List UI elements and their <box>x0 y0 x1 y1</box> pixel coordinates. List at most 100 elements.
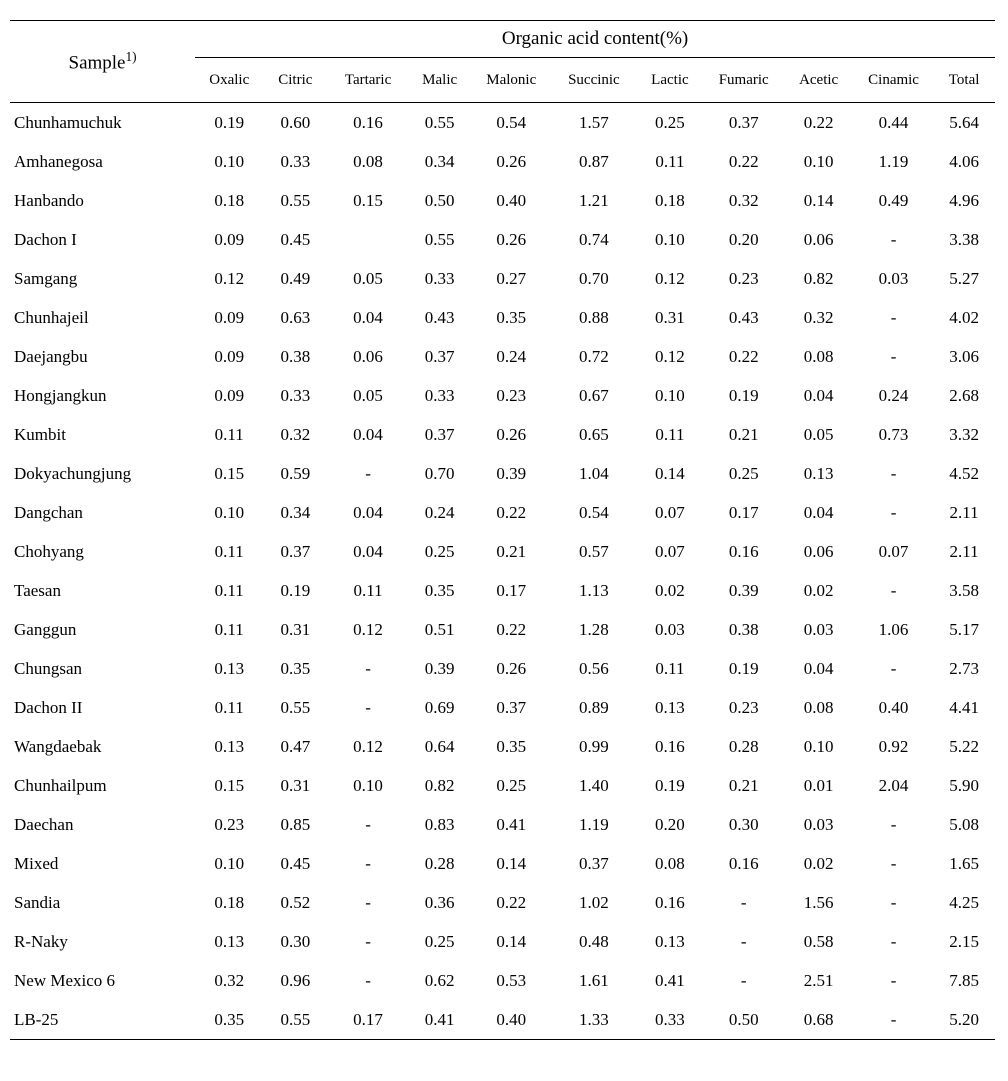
row-sample-name: Daechan <box>10 805 195 844</box>
cell-value: 0.13 <box>195 727 263 766</box>
cell-value: 0.16 <box>636 883 704 922</box>
cell-value: 0.14 <box>471 844 553 883</box>
cell-value: 0.04 <box>783 649 854 688</box>
cell-value: - <box>854 220 933 259</box>
cell-value: 0.19 <box>263 571 327 610</box>
cell-value: - <box>327 688 409 727</box>
cell-value: 4.41 <box>933 688 995 727</box>
cell-value: 0.35 <box>195 1000 263 1040</box>
cell-value: 0.21 <box>704 415 783 454</box>
cell-value: 0.09 <box>195 298 263 337</box>
cell-value: 0.11 <box>195 688 263 727</box>
cell-value: 0.37 <box>409 337 471 376</box>
cell-value: 5.08 <box>933 805 995 844</box>
cell-value: 3.06 <box>933 337 995 376</box>
cell-value: 1.06 <box>854 610 933 649</box>
cell-value: 0.96 <box>263 961 327 1000</box>
cell-value: 0.16 <box>704 532 783 571</box>
cell-value: 0.32 <box>783 298 854 337</box>
cell-value: 4.02 <box>933 298 995 337</box>
cell-value: 1.21 <box>552 181 636 220</box>
cell-value: 0.41 <box>409 1000 471 1040</box>
cell-value: 0.11 <box>636 142 704 181</box>
cell-value: 0.11 <box>195 610 263 649</box>
cell-value: 2.11 <box>933 493 995 532</box>
table-row: Chunhamuchuk0.190.600.160.550.541.570.25… <box>10 103 995 143</box>
cell-value: 0.92 <box>854 727 933 766</box>
cell-value: 0.25 <box>704 454 783 493</box>
cell-value: 0.10 <box>783 142 854 181</box>
cell-value: 1.19 <box>552 805 636 844</box>
cell-value: 0.08 <box>783 688 854 727</box>
cell-value: 0.15 <box>327 181 409 220</box>
cell-value: 0.30 <box>704 805 783 844</box>
cell-value: 0.69 <box>409 688 471 727</box>
cell-value: 0.37 <box>471 688 553 727</box>
cell-value: 0.50 <box>704 1000 783 1040</box>
cell-value: - <box>854 922 933 961</box>
cell-value: - <box>327 961 409 1000</box>
cell-value: 5.27 <box>933 259 995 298</box>
cell-value: 3.32 <box>933 415 995 454</box>
cell-value: 0.99 <box>552 727 636 766</box>
cell-value: 0.09 <box>195 220 263 259</box>
cell-value: 0.40 <box>854 688 933 727</box>
cell-value: - <box>854 493 933 532</box>
cell-value: 0.24 <box>409 493 471 532</box>
cell-value: 0.07 <box>854 532 933 571</box>
cell-value: 0.35 <box>471 727 553 766</box>
cell-value: 4.52 <box>933 454 995 493</box>
table-row: Taesan0.110.190.110.350.171.130.020.390.… <box>10 571 995 610</box>
table-row: LB-250.350.550.170.410.401.330.330.500.6… <box>10 1000 995 1040</box>
cell-value: 0.35 <box>263 649 327 688</box>
cell-value: 0.04 <box>327 298 409 337</box>
cell-value: 0.26 <box>471 142 553 181</box>
table-row: Sandia0.180.52-0.360.221.020.16-1.56-4.2… <box>10 883 995 922</box>
cell-value: 0.38 <box>704 610 783 649</box>
cell-value: 0.06 <box>783 220 854 259</box>
cell-value: 0.14 <box>783 181 854 220</box>
row-sample-name: LB-25 <box>10 1000 195 1040</box>
cell-value: - <box>854 571 933 610</box>
cell-value: 0.13 <box>636 922 704 961</box>
cell-value: 0.33 <box>409 259 471 298</box>
cell-value: 0.55 <box>409 103 471 143</box>
row-sample-name: Taesan <box>10 571 195 610</box>
table-row: Dangchan0.100.340.040.240.220.540.070.17… <box>10 493 995 532</box>
cell-value: 0.83 <box>409 805 471 844</box>
cell-value: 0.07 <box>636 532 704 571</box>
header-col-lactic: Lactic <box>636 58 704 103</box>
cell-value: 0.17 <box>704 493 783 532</box>
cell-value: 0.45 <box>263 844 327 883</box>
cell-value: 0.31 <box>263 766 327 805</box>
cell-value: 1.56 <box>783 883 854 922</box>
row-sample-name: Kumbit <box>10 415 195 454</box>
table-row: Chungsan0.130.35-0.390.260.560.110.190.0… <box>10 649 995 688</box>
table-row: Ganggun0.110.310.120.510.221.280.030.380… <box>10 610 995 649</box>
cell-value: 1.61 <box>552 961 636 1000</box>
cell-value: 0.13 <box>783 454 854 493</box>
table-row: Wangdaebak0.130.470.120.640.350.990.160.… <box>10 727 995 766</box>
cell-value: 0.32 <box>263 415 327 454</box>
cell-value: 3.58 <box>933 571 995 610</box>
cell-value: 0.04 <box>327 493 409 532</box>
cell-value: 0.28 <box>704 727 783 766</box>
cell-value: 0.55 <box>263 181 327 220</box>
cell-value: 0.28 <box>409 844 471 883</box>
cell-value: - <box>327 649 409 688</box>
cell-value: 0.82 <box>409 766 471 805</box>
cell-value: - <box>327 805 409 844</box>
cell-value: - <box>854 454 933 493</box>
row-sample-name: Wangdaebak <box>10 727 195 766</box>
row-sample-name: New Mexico 6 <box>10 961 195 1000</box>
cell-value: 0.23 <box>704 259 783 298</box>
row-sample-name: Sandia <box>10 883 195 922</box>
cell-value: 5.64 <box>933 103 995 143</box>
cell-value: 0.02 <box>783 844 854 883</box>
header-span: Organic acid content(%) <box>195 21 995 58</box>
cell-value: 0.74 <box>552 220 636 259</box>
cell-value: 0.33 <box>263 142 327 181</box>
row-sample-name: Samgang <box>10 259 195 298</box>
cell-value: 0.02 <box>783 571 854 610</box>
row-sample-name: Amhanegosa <box>10 142 195 181</box>
